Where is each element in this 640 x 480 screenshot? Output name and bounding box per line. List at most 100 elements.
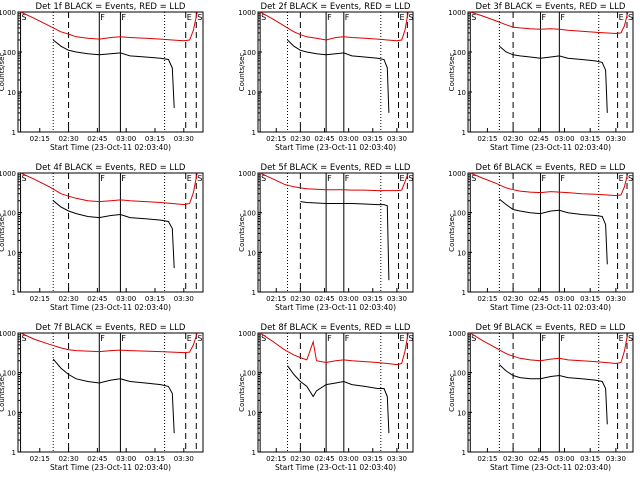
chart-6-y-tick-label: 10 [457, 249, 466, 257]
chart-2-marker-label: F [345, 13, 350, 22]
chart-3-y-tick-label: 10 [457, 89, 466, 97]
chart-7-y-tick-label: 100 [3, 370, 16, 378]
chart-6-y-tick-label: 100 [453, 210, 466, 218]
chart-9-series-lld [470, 332, 629, 365]
chart-7-x-tick-label: 03:30 [174, 455, 194, 463]
chart-2-x-tick-label: 02:30 [290, 135, 310, 143]
chart-3-y-axis-label: Counts/sec [448, 53, 456, 92]
chart-1-y-tick-label: 1 [12, 129, 16, 137]
chart-5-series-lld [259, 172, 409, 192]
chart-4-x-tick-label: 03:30 [174, 295, 194, 303]
chart-8-marker-label: S [261, 334, 266, 343]
chart-4-series-lld [20, 172, 198, 206]
chart-6-y-tick-label: 1000 [448, 170, 466, 178]
chart-4-title: Det 4f BLACK = Events, RED = LLD [36, 163, 186, 173]
chart-3-marker-label: F [542, 13, 547, 22]
chart-4-x-tick-label: 03:00 [116, 295, 136, 303]
chart-4-y-tick-label: 1 [12, 289, 16, 297]
chart-6-x-tick-label: 02:15 [477, 295, 497, 303]
chart-1-x-axis-label: Start Time (23-Oct-11 02:03:40) [50, 143, 171, 152]
chart-9-y-tick-label: 10 [457, 409, 466, 417]
chart-9-marker-label: S [628, 334, 633, 343]
chart-7-y-tick-label: 1000 [0, 330, 16, 338]
chart-8-marker-label: S [408, 334, 413, 343]
chart-4-marker-label: F [100, 174, 105, 183]
chart-3-x-tick-label: 02:30 [503, 135, 523, 143]
chart-3-marker-label: E [619, 13, 624, 22]
chart-6-x-tick-label: 03:00 [554, 295, 574, 303]
chart-6-marker-label: F [560, 174, 565, 183]
chart-1-x-tick-label: 03:30 [174, 135, 194, 143]
chart-1-x-tick-label: 02:30 [58, 135, 78, 143]
chart-3-x-tick-label: 03:00 [554, 135, 574, 143]
chart-3-series-lld [470, 11, 629, 35]
chart-2-marker-label: S [261, 13, 266, 22]
chart-4-y-axis-label: Counts/sec [0, 213, 6, 252]
chart-2-marker-label: S [408, 13, 413, 22]
chart-4-marker-label: S [22, 174, 27, 183]
chart-2-x-tick-label: 03:00 [339, 135, 359, 143]
chart-2-marker-label: F [327, 13, 332, 22]
chart-8-x-tick-label: 02:15 [266, 455, 286, 463]
chart-2-series-events [287, 39, 390, 113]
chart-1-marker-label: F [100, 13, 105, 22]
chart-9-marker-label: E [619, 334, 624, 343]
chart-7-title: Det 7f BLACK = Events, RED = LLD [36, 323, 186, 333]
chart-2-y-tick-label: 1000 [238, 9, 256, 17]
chart-7-y-tick-label: 10 [7, 409, 16, 417]
chart-5-x-tick-label: 02:45 [314, 295, 334, 303]
chart-2-x-tick-label: 02:15 [266, 135, 286, 143]
chart-6-y-tick-label: 1 [462, 289, 466, 297]
chart-1-series-events [52, 39, 175, 108]
chart-1-x-tick-label: 02:45 [87, 135, 107, 143]
chart-2-series-lld [259, 11, 409, 42]
chart-7-series-events [52, 358, 175, 434]
chart-9-x-tick-label: 02:45 [529, 455, 549, 463]
chart-1-x-tick-label: 03:00 [116, 135, 136, 143]
chart-6-y-axis-label: Counts/sec [448, 213, 456, 252]
chart-9-x-tick-label: 03:00 [554, 455, 574, 463]
chart-4-marker-label: S [197, 174, 202, 183]
chart-2-y-tick-label: 1 [252, 129, 256, 137]
chart-7-frame [17, 332, 204, 453]
chart-2-x-axis-label: Start Time (23-Oct-11 02:03:40) [275, 143, 396, 152]
chart-7-x-tick-label: 02:30 [58, 455, 78, 463]
chart-4-series-events [52, 200, 175, 269]
chart-1-y-tick-label: 10 [7, 89, 16, 97]
chart-3-x-tick-label: 03:30 [606, 135, 626, 143]
chart-4-x-axis-label: Start Time (23-Oct-11 02:03:40) [50, 303, 171, 312]
chart-6-frame [467, 172, 634, 293]
chart-6-x-tick-label: 03:30 [606, 295, 626, 303]
chart-4-x-tick-label: 03:15 [145, 295, 165, 303]
chart-7-series-lld [20, 332, 198, 354]
chart-3-title: Det 3f BLACK = Events, RED = LLD [476, 2, 626, 12]
chart-2-x-tick-label: 02:45 [314, 135, 334, 143]
chart-2-x-tick-label: 03:30 [387, 135, 407, 143]
chart-8-x-tick-label: 03:30 [387, 455, 407, 463]
chart-2-title: Det 2f BLACK = Events, RED = LLD [261, 2, 411, 12]
chart-7-y-tick-label: 1 [12, 449, 16, 457]
chart-3-x-tick-label: 03:15 [580, 135, 600, 143]
chart-6-marker-label: F [542, 174, 547, 183]
chart-8-marker-label: E [400, 334, 405, 343]
chart-4-y-tick-label: 10 [7, 249, 16, 257]
chart-2-frame [257, 11, 414, 133]
chart-9-x-axis-label: Start Time (23-Oct-11 02:03:40) [490, 463, 611, 472]
chart-5-y-axis-label: Counts/sec [238, 213, 246, 252]
chart-5-y-tick-label: 1000 [238, 170, 256, 178]
chart-5-marker-label: E [400, 174, 405, 183]
chart-8-x-tick-label: 02:30 [290, 455, 310, 463]
chart-5-x-axis-label: Start Time (23-Oct-11 02:03:40) [275, 303, 396, 312]
chart-7-marker-label: S [22, 334, 27, 343]
chart-2-y-tick-label: 100 [243, 49, 256, 57]
chart-6-x-tick-label: 02:45 [529, 295, 549, 303]
chart-5-x-tick-label: 03:00 [339, 295, 359, 303]
chart-8-title: Det 8f BLACK = Events, RED = LLD [261, 323, 411, 333]
chart-3-series-events [499, 45, 608, 113]
chart-8-y-tick-label: 1000 [238, 330, 256, 338]
chart-9-x-tick-label: 02:15 [477, 455, 497, 463]
chart-7-x-tick-label: 02:45 [87, 455, 107, 463]
chart-3-y-tick-label: 1000 [448, 9, 466, 17]
chart-9-y-tick-label: 1000 [448, 330, 466, 338]
chart-7-x-tick-label: 03:15 [145, 455, 165, 463]
